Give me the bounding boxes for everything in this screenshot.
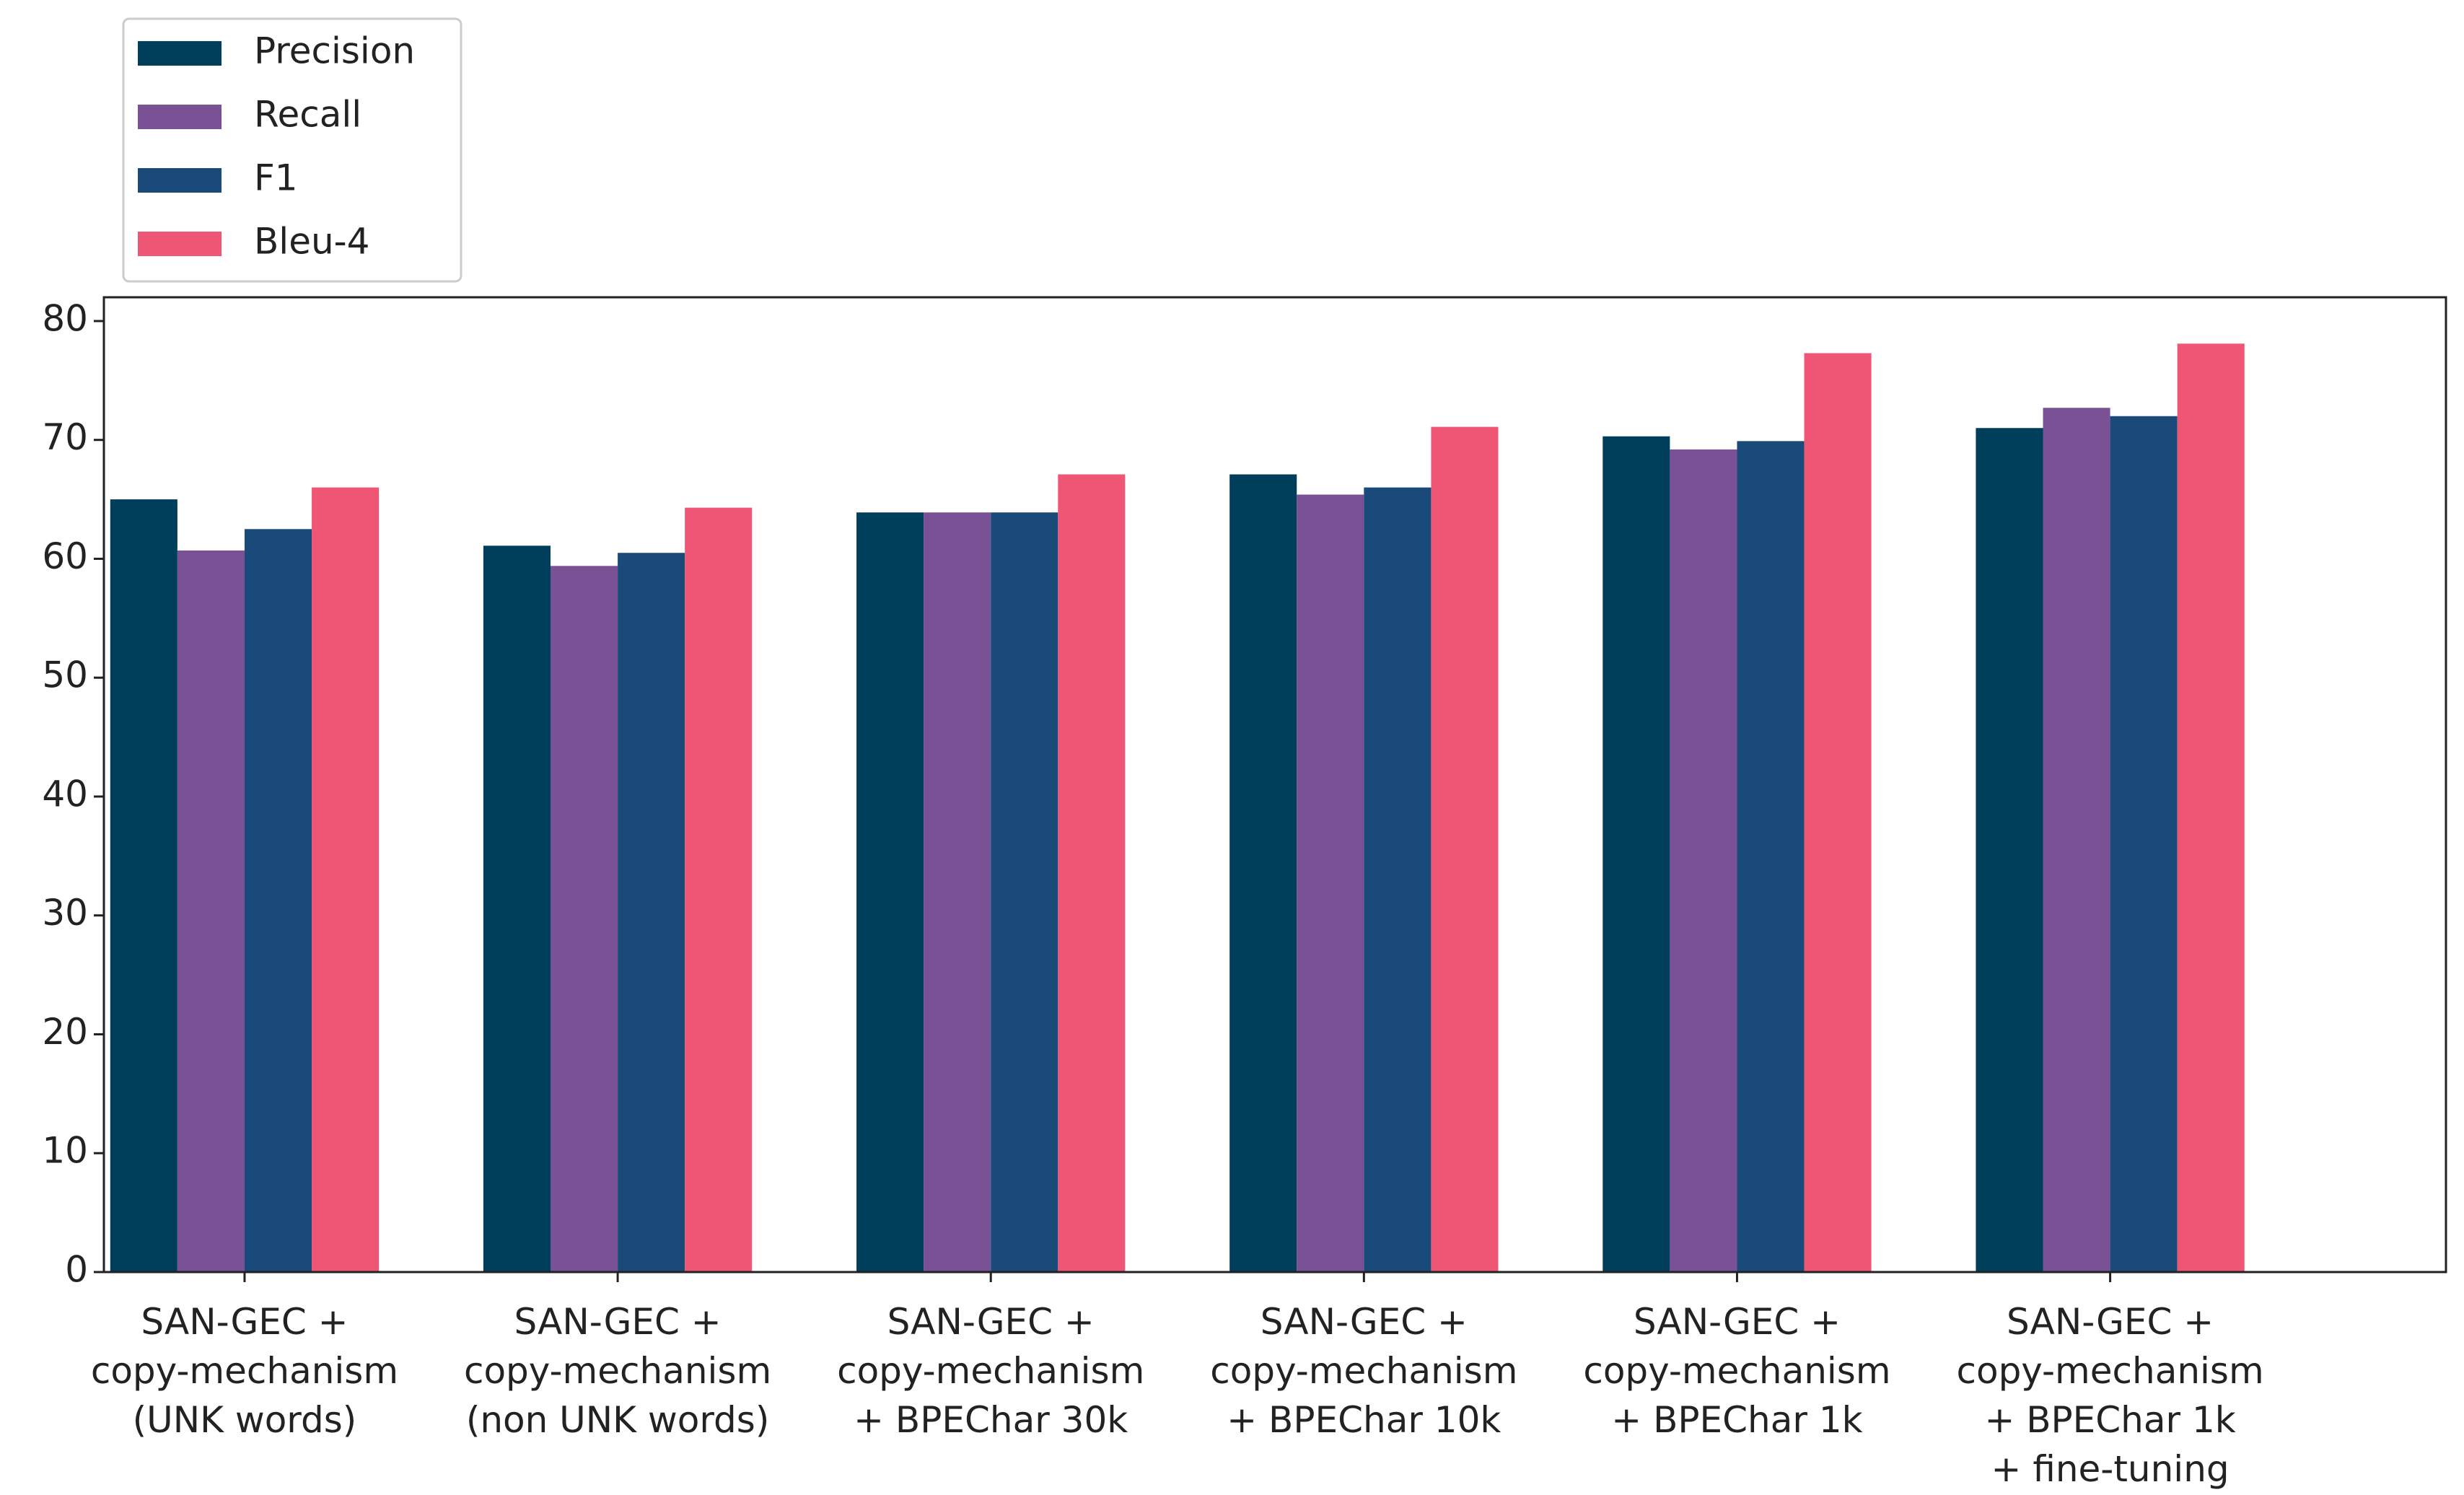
x-tick-label-line: copy-mechanism xyxy=(837,1350,1144,1392)
bar xyxy=(1058,474,1126,1272)
bar xyxy=(312,487,380,1272)
x-tick-label: SAN-GEC + copy-mechanism + BPEChar 30k xyxy=(837,1301,1144,1441)
legend-label: Bleu-4 xyxy=(254,221,370,263)
y-tick-label: 10 xyxy=(42,1130,88,1172)
bar xyxy=(1804,353,1872,1273)
x-tick-label: SAN-GEC + copy-mechanism + BPEChar 10k xyxy=(1210,1301,1517,1441)
y-tick-label: 20 xyxy=(42,1011,88,1053)
x-tick-label: SAN-GEC + copy-mechanism + BPEChar 1k xyxy=(1583,1301,1890,1441)
x-tick-label-line: SAN-GEC + xyxy=(887,1301,1095,1343)
plot-frame xyxy=(102,296,2447,1273)
x-tick-label-line: copy-mechanism xyxy=(464,1350,771,1392)
bar xyxy=(2043,408,2110,1272)
x-tick-label: SAN-GEC + copy-mechanism (non UNK words) xyxy=(464,1301,771,1441)
x-tick-label-line: copy-mechanism xyxy=(1956,1350,2263,1392)
x-tick-label: SAN-GEC + copy-mechanism (UNK words) xyxy=(91,1301,398,1441)
y-tick-label: 30 xyxy=(42,892,88,934)
y-tick-label: 0 xyxy=(65,1249,88,1291)
bar xyxy=(991,512,1058,1273)
x-tick-label-line: + fine-tuning xyxy=(1991,1448,2230,1490)
legend-swatch xyxy=(138,232,222,256)
bar xyxy=(177,550,245,1272)
bar xyxy=(1297,494,1364,1272)
bar xyxy=(1431,426,1499,1272)
x-tick-label-line: (non UNK words) xyxy=(466,1399,770,1441)
bar xyxy=(1670,449,1737,1272)
x-tick-label-line: SAN-GEC + xyxy=(141,1301,348,1343)
bar xyxy=(1976,428,2043,1272)
y-tick-label: 40 xyxy=(42,773,88,815)
bar xyxy=(618,553,685,1272)
x-tick-label-line: SAN-GEC + xyxy=(1634,1301,1841,1343)
bar xyxy=(1229,474,1297,1272)
bar xyxy=(1364,487,1432,1272)
x-tick-label-line: SAN-GEC + xyxy=(1261,1301,1468,1343)
legend-swatch xyxy=(138,105,222,129)
legend-swatch xyxy=(138,168,222,193)
x-tick-label-line: copy-mechanism xyxy=(91,1350,398,1392)
bar xyxy=(483,545,551,1272)
x-tick-label-line: + BPEChar 30k xyxy=(854,1399,1128,1441)
bar xyxy=(2177,343,2245,1272)
bar xyxy=(685,507,753,1272)
bar xyxy=(244,529,312,1272)
y-tick-label: 80 xyxy=(42,297,88,339)
x-tick-label: SAN-GEC + copy-mechanism + BPEChar 1k + fin… xyxy=(1956,1301,2263,1490)
bar xyxy=(2110,416,2178,1272)
bar xyxy=(924,512,991,1273)
bar xyxy=(856,512,924,1273)
legend-label: F1 xyxy=(254,157,298,199)
x-tick-label-line: + BPEChar 1k xyxy=(1984,1399,2235,1441)
y-tick-label: 70 xyxy=(42,416,88,458)
bar xyxy=(110,499,177,1272)
bar xyxy=(550,566,618,1272)
legend-box xyxy=(122,17,462,283)
x-tick-label-line: SAN-GEC + xyxy=(514,1301,721,1343)
y-tick-label: 50 xyxy=(42,654,88,696)
y-tick-label: 60 xyxy=(42,535,88,577)
x-tick-label-line: + BPEChar 10k xyxy=(1227,1399,1501,1441)
bar xyxy=(1737,441,1805,1272)
x-tick-label-line: (UNK words) xyxy=(133,1399,357,1441)
legend-swatch xyxy=(138,41,222,66)
legend-label: Recall xyxy=(254,94,361,136)
x-tick-label-line: copy-mechanism xyxy=(1583,1350,1890,1392)
x-tick-label-line: SAN-GEC + xyxy=(2007,1301,2214,1343)
x-tick-label-line: copy-mechanism xyxy=(1210,1350,1517,1392)
legend-label: Precision xyxy=(254,30,415,72)
x-tick-label-line: + BPEChar 1k xyxy=(1611,1399,1862,1441)
bar xyxy=(1603,436,1670,1272)
